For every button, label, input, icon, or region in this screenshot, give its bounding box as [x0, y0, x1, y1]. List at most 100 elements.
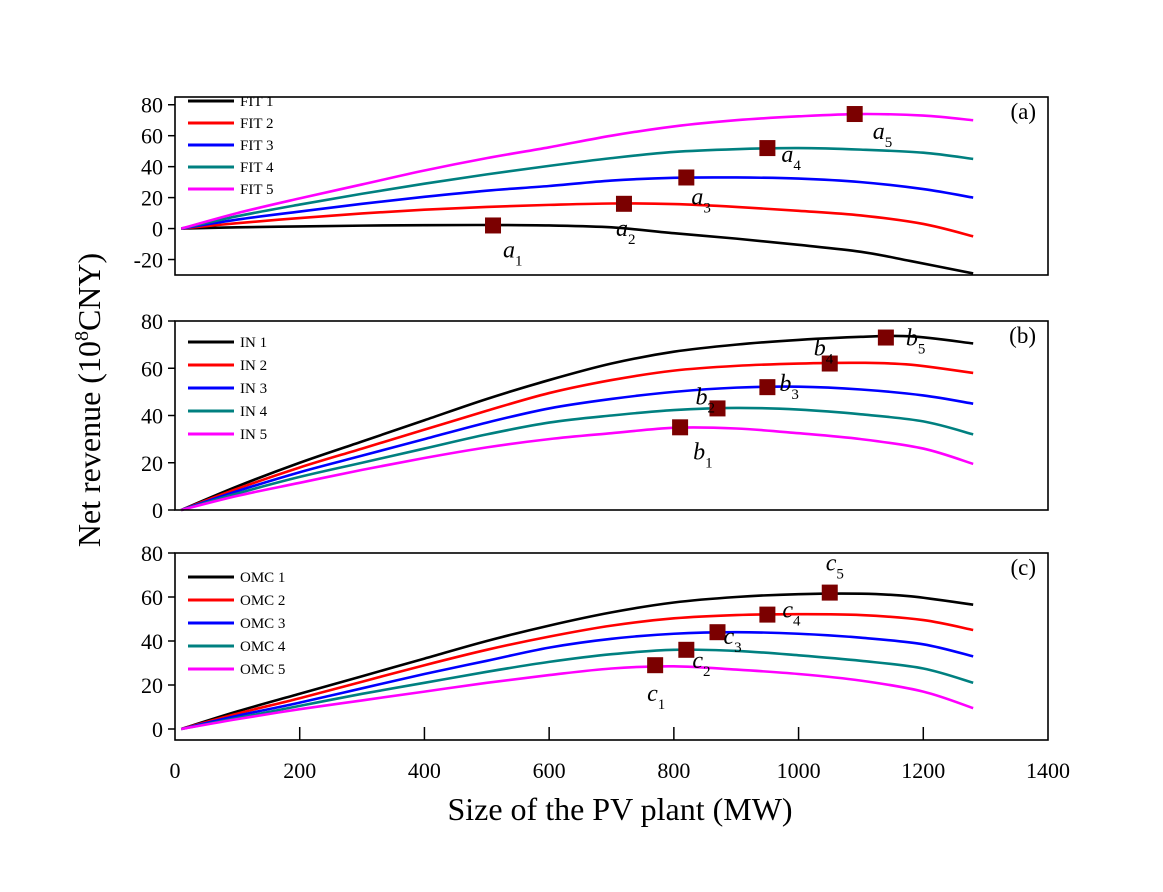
optimum-marker [821, 584, 838, 601]
marker-letter: a [691, 184, 703, 210]
marker-label: b5 [906, 326, 926, 358]
optimum-marker [485, 217, 502, 234]
marker-letter: b [814, 336, 826, 362]
x-tick-label: 0 [170, 758, 181, 783]
legend: FIT 1 FIT 2 FIT 3 FIT 4 FIT 5 [188, 94, 274, 198]
panel-label: (b) [1009, 323, 1036, 348]
marker-label: a5 [873, 119, 893, 151]
optimum-marker [759, 379, 776, 396]
y-tick-label: 40 [141, 155, 163, 180]
marker-label: b3 [779, 371, 799, 403]
plot-frame [174, 96, 1049, 276]
marker-letter: c [782, 598, 793, 624]
legend: OMC 1 OMC 2 OMC 3 OMC 4 OMC 5 [188, 570, 286, 678]
optimum-marker [678, 169, 695, 186]
legend-label: OMC 2 [240, 593, 285, 609]
optimum-marker [678, 641, 695, 658]
marker-letter: c [647, 681, 658, 707]
legend-label: IN 3 [240, 381, 267, 397]
panel-a: -20 0 20 40 60 80 FIT 1 FIT 2 FIT 3 FIT 4 FIT 5 (a)… [134, 93, 1049, 276]
marker-letter: c [692, 648, 703, 674]
marker-letter: a [781, 142, 793, 168]
y-tick-label: 20 [141, 673, 163, 698]
marker-subscript: 3 [734, 640, 742, 656]
legend-label: IN 5 [240, 427, 267, 443]
optimum-marker [709, 624, 726, 641]
series-line-omc-5 [181, 664, 974, 731]
marker-subscript: 2 [703, 664, 711, 680]
series-line-in-5 [180, 426, 974, 512]
marker-subscript: 1 [515, 253, 523, 269]
x-tick-label: 1400 [1026, 758, 1070, 783]
legend-label: FIT 1 [240, 94, 273, 110]
marker-letter: a [616, 216, 628, 242]
legend-label: OMC 5 [240, 662, 285, 678]
legend-label: FIT 5 [240, 182, 273, 198]
marker-label: c4 [782, 598, 801, 630]
y-tick-label: 40 [141, 404, 163, 429]
x-axis-label: Size of the PV plant (MW) [447, 791, 792, 827]
legend-label: IN 1 [240, 335, 267, 351]
y-tick-label: 40 [141, 629, 163, 654]
series-line-fit-4 [180, 146, 974, 230]
optimum-marker [846, 106, 863, 123]
marker-label: b1 [693, 439, 713, 471]
marker-letter: b [696, 384, 708, 410]
x-tick-label: 400 [408, 758, 441, 783]
x-tick-label: 200 [283, 758, 316, 783]
marker-letter: a [503, 237, 515, 263]
marker-letter: c [724, 624, 735, 650]
marker-label: a3 [691, 184, 711, 216]
marker-subscript: 1 [658, 697, 666, 713]
series-line-in-3 [180, 385, 974, 512]
y-tick-label: 0 [152, 717, 163, 742]
legend-label: FIT 4 [240, 160, 274, 176]
series-line-in-2 [180, 361, 974, 512]
marker-subscript: 4 [793, 614, 801, 630]
marker-letter: b [779, 371, 791, 397]
optimum-marker [615, 195, 632, 212]
legend-label: IN 4 [240, 404, 268, 420]
y-tick-label: 80 [141, 93, 163, 118]
marker-subscript: 2 [628, 232, 636, 248]
legend-label: OMC 3 [240, 616, 285, 632]
legend-label: OMC 4 [240, 639, 286, 655]
plot-frame [174, 552, 1049, 741]
optimum-marker [821, 355, 838, 372]
panel-label: (c) [1010, 555, 1036, 580]
y-tick-label: 80 [141, 541, 163, 566]
y-tick-label: -20 [134, 248, 163, 273]
series-line-omc-2 [180, 612, 974, 731]
marker-subscript: 5 [885, 135, 893, 151]
marker-subscript: 3 [703, 200, 711, 216]
optimum-marker [759, 606, 776, 623]
marker-label: b4 [814, 336, 834, 368]
y-axis-label: Net revenue (108CNY) [71, 253, 107, 547]
series-line-fit-2 [181, 202, 974, 238]
legend: IN 1 IN 2 IN 3 IN 4 IN 5 [188, 335, 268, 443]
y-tick-label: 60 [141, 356, 163, 381]
optimum-marker [877, 329, 894, 346]
x-tick-label: 800 [657, 758, 690, 783]
y-tick-label: 60 [141, 124, 163, 149]
series-line-in-4 [180, 406, 974, 512]
marker-label: c1 [647, 681, 665, 713]
marker-letter: b [906, 326, 918, 352]
series-line-omc-3 [180, 630, 974, 731]
x-tick-label: 1200 [901, 758, 945, 783]
marker-subscript: 5 [918, 342, 926, 358]
y-tick-label: 0 [152, 217, 163, 242]
series-line-omc-1 [180, 592, 974, 731]
y-tick-label: 20 [141, 186, 163, 211]
series-line-omc-4 [180, 648, 974, 731]
marker-subscript: 1 [705, 455, 713, 471]
marker-label: b2 [696, 384, 716, 416]
marker-subscript: 4 [826, 352, 834, 368]
marker-letter: b [693, 439, 705, 465]
marker-label: c2 [692, 648, 710, 680]
optimum-marker [672, 419, 689, 436]
marker-letter: a [873, 119, 885, 145]
marker-label: c5 [826, 551, 844, 583]
